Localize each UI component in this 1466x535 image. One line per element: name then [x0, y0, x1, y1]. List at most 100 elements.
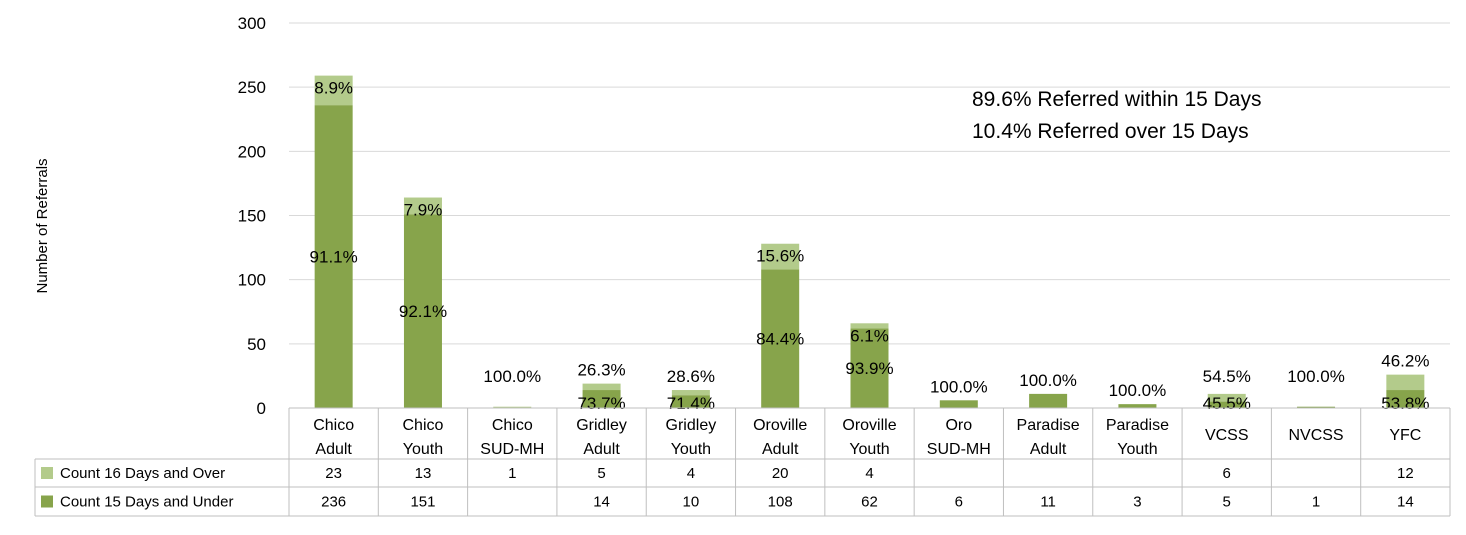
x-category-label: Paradise — [1106, 417, 1169, 434]
pct-label-under: 92.1% — [399, 302, 447, 321]
x-category-label: YFC — [1389, 427, 1421, 444]
table-cell: 4 — [687, 465, 695, 482]
pct-label-over: 15.6% — [756, 247, 804, 266]
y-tick-label: 50 — [247, 335, 266, 354]
legend-label: Count 16 Days and Over — [60, 465, 225, 482]
pct-label-over: 7.9% — [404, 201, 443, 220]
y-tick-label: 250 — [238, 78, 266, 97]
y-tick-label: 0 — [257, 399, 266, 418]
bar-16-days-over — [1386, 374, 1425, 391]
pct-label-under: 84.4% — [756, 330, 804, 349]
x-category-label: Adult — [583, 441, 620, 458]
pct-label-under: 100.0% — [1109, 381, 1167, 400]
table-cell: 14 — [593, 494, 610, 511]
bar-under-15-days — [1297, 406, 1336, 408]
table-cell: 13 — [415, 465, 432, 482]
percent-labels: 91.1% 8.9% 92.1% 7.9% 100.0% 73.7% 26.3% 71.4% 2… — [310, 79, 1430, 413]
x-category-label: Oro — [945, 417, 972, 434]
pct-label-over: 6.1% — [850, 326, 889, 345]
x-category-label: SUD-MH — [927, 441, 991, 458]
x-category-label: Youth — [671, 441, 711, 458]
bar-under-15-days — [671, 395, 710, 408]
pct-label-under: 100.0% — [930, 377, 988, 396]
x-category-label: Gridley — [666, 417, 717, 434]
pct-label-over: 46.2% — [1381, 352, 1429, 371]
y-axis-ticks: 0 50 100 150 200 250 300 — [238, 14, 266, 418]
x-category-label: Adult — [762, 441, 799, 458]
bar-16-days-over — [761, 243, 800, 270]
x-category-label: Chico — [492, 417, 533, 434]
bar-under-15-days — [1386, 390, 1425, 408]
y-tick-label: 300 — [238, 14, 266, 33]
table-cell: 23 — [325, 465, 342, 482]
x-category-label: Oroville — [753, 417, 807, 434]
legend-swatch — [41, 467, 53, 479]
bar-under-15-days — [761, 269, 800, 408]
x-category-label: Adult — [1030, 441, 1067, 458]
bar-16-days-over — [314, 75, 353, 106]
data-table: Chico Adult Chico Youth Chico SUD-MH Gridley Ad… — [34, 407, 1451, 517]
pct-label-under: 100.0% — [1019, 371, 1077, 390]
bar-16-days-over — [582, 383, 621, 391]
pct-label-over: 28.6% — [667, 367, 715, 386]
bar-16-days-over — [403, 197, 442, 215]
bar-16-days-over — [493, 406, 532, 408]
x-category-label: VCSS — [1205, 427, 1249, 444]
table-cell: 1 — [1312, 494, 1320, 511]
x-category-label: Gridley — [576, 417, 627, 434]
table-cell: 108 — [768, 494, 793, 511]
table-cell: 12 — [1397, 465, 1414, 482]
pct-label-under: 93.9% — [845, 359, 893, 378]
bar-under-15-days — [314, 105, 353, 408]
pct-label-over: 8.9% — [314, 79, 353, 98]
pct-label-under: 91.1% — [310, 248, 358, 267]
x-category-label: NVCSS — [1288, 427, 1343, 444]
x-category-label: Youth — [1117, 441, 1157, 458]
x-category-label: Chico — [313, 417, 354, 434]
legend-swatch — [41, 495, 53, 508]
bar-under-15-days — [1118, 404, 1157, 408]
pct-label-over: 100.0% — [483, 367, 541, 386]
bar-under-15-days — [1029, 393, 1068, 408]
gridlines — [289, 22, 1450, 345]
annotation-over: 10.4% Referred over 15 Days — [972, 120, 1249, 143]
table-cell: 3 — [1133, 494, 1141, 511]
pct-label-under: 73.7% — [577, 394, 625, 413]
x-category-label: SUD-MH — [480, 441, 544, 458]
bar-16-days-over — [1207, 393, 1246, 402]
table-cell: 20 — [772, 465, 789, 482]
pct-label-over: 26.3% — [577, 361, 625, 380]
table-cell: 151 — [410, 494, 435, 511]
bar-under-15-days — [939, 400, 978, 408]
x-category-label: Chico — [403, 417, 444, 434]
x-category-label: Paradise — [1017, 417, 1080, 434]
bars — [314, 75, 1425, 408]
bar-16-days-over — [671, 390, 710, 396]
table-cell: 236 — [321, 494, 346, 511]
pct-label-under: 71.4% — [667, 394, 715, 413]
pct-label-over: 100.0% — [1287, 367, 1345, 386]
x-category-label: Oroville — [842, 417, 896, 434]
bar-16-days-over — [850, 323, 889, 329]
pct-label-under: 53.8% — [1381, 394, 1429, 413]
pct-label-under: 45.5% — [1203, 394, 1251, 413]
bar-under-15-days — [850, 328, 889, 408]
table-cell: 62 — [861, 494, 878, 511]
table-cell: 4 — [865, 465, 873, 482]
table-cell: 14 — [1397, 494, 1414, 511]
y-tick-label: 200 — [238, 142, 266, 161]
y-tick-label: 100 — [238, 271, 266, 290]
pct-label-over: 54.5% — [1203, 367, 1251, 386]
table-cell: 6 — [955, 494, 963, 511]
table-cell: 5 — [597, 465, 605, 482]
bar-under-15-days — [403, 214, 442, 408]
x-category-label: Youth — [403, 441, 443, 458]
y-tick-label: 150 — [238, 207, 266, 226]
bar-under-15-days — [582, 390, 621, 408]
legend-label: Count 15 Days and Under — [60, 494, 233, 511]
table-cell: 10 — [683, 494, 700, 511]
table-cell: 1 — [508, 465, 516, 482]
y-axis-label: Number of Referrals — [34, 158, 51, 293]
bar-under-15-days — [1207, 401, 1246, 408]
